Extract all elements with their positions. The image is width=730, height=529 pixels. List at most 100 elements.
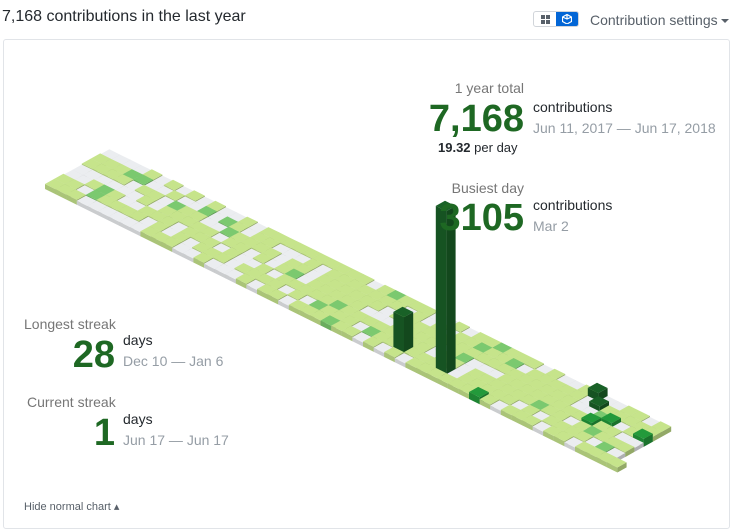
- block-face: [255, 273, 276, 284]
- block-face: [394, 358, 406, 368]
- block-face: [312, 253, 332, 264]
- grid-icon: [540, 14, 550, 24]
- block-face: [553, 430, 574, 442]
- block-face: [234, 263, 255, 274]
- block-face: [331, 325, 342, 336]
- block-face: [416, 367, 427, 378]
- block-face: [513, 353, 534, 364]
- block-face: [325, 279, 346, 290]
- block-face: [352, 337, 363, 347]
- block-face: [204, 263, 215, 273]
- block-face: [291, 242, 311, 254]
- cube-icon: [562, 14, 572, 24]
- isometric-view-button[interactable]: [556, 12, 578, 26]
- block-face: [110, 154, 131, 165]
- block-face: [281, 248, 302, 260]
- current-streak-unit: days: [123, 411, 153, 427]
- block-face: [560, 405, 580, 416]
- block-face: [317, 294, 338, 306]
- hide-normal-chart-link[interactable]: Hide normal chart ▴: [24, 501, 120, 513]
- block-face: [596, 451, 616, 463]
- block-face: [275, 273, 296, 285]
- block-face: [458, 388, 469, 399]
- block-face: [322, 258, 343, 269]
- block-face: [320, 315, 341, 326]
- block-face: [414, 352, 435, 363]
- block-face: [479, 394, 500, 405]
- block-face: [225, 274, 236, 284]
- contribution-settings-label: Contribution settings: [590, 12, 718, 28]
- block-face: [238, 216, 258, 227]
- block-face: [551, 410, 571, 421]
- block-face: [274, 263, 294, 274]
- block-face: [361, 326, 382, 337]
- block-face: [606, 462, 618, 473]
- block-face: [410, 321, 431, 332]
- block-face: [72, 164, 93, 175]
- block-face: [140, 226, 161, 237]
- block-face: [370, 320, 391, 332]
- block-face: [216, 207, 237, 218]
- block-face: [218, 216, 238, 227]
- block-face: [404, 347, 424, 358]
- block-face: [334, 274, 355, 285]
- block-face: [296, 284, 317, 295]
- block-face: [524, 358, 544, 369]
- block-face: [303, 258, 323, 269]
- block-face: [418, 305, 438, 317]
- normal-view-button[interactable]: [534, 12, 556, 26]
- block-face: [483, 347, 503, 358]
- view-toggle[interactable]: [533, 11, 579, 27]
- block-face: [257, 289, 268, 300]
- block-face: [405, 362, 416, 373]
- block-face: [93, 175, 114, 186]
- block-face: [262, 247, 282, 259]
- current-streak-value: 1: [93, 412, 115, 454]
- block-face: [553, 436, 565, 447]
- block-face: [178, 216, 199, 227]
- block-face: [527, 379, 547, 390]
- block-face: [288, 299, 309, 310]
- block-face: [140, 231, 151, 242]
- block-face: [101, 158, 122, 169]
- block-face: [260, 237, 281, 248]
- block-face: [525, 368, 546, 379]
- block-face: [55, 184, 76, 195]
- block-face: [310, 310, 330, 321]
- block-face: [221, 237, 241, 248]
- block-face: [134, 184, 155, 196]
- block-face: [198, 217, 219, 228]
- block-face: [404, 312, 414, 358]
- block-face: [572, 420, 592, 432]
- block-face: [145, 190, 166, 201]
- block-face: [540, 404, 561, 416]
- block-face: [593, 431, 614, 442]
- block-face: [340, 315, 361, 326]
- block-face: [642, 426, 662, 437]
- block-face: [151, 231, 171, 242]
- block-face: [206, 200, 226, 212]
- block-face: [363, 341, 374, 352]
- block-face: [137, 205, 158, 216]
- contribution-settings-dropdown[interactable]: Contribution settings: [590, 12, 729, 28]
- block-face: [613, 432, 633, 443]
- block-face: [193, 252, 214, 263]
- longest-streak-range: Dec 10 — Jan 6: [123, 353, 224, 369]
- block-face: [349, 310, 370, 321]
- block-face: [563, 425, 583, 437]
- longest-streak-value: 28: [72, 334, 115, 376]
- block-face: [339, 305, 359, 316]
- block-face: [386, 290, 407, 301]
- block-face: [384, 352, 395, 363]
- block-face: [454, 352, 474, 363]
- block-face: [481, 337, 502, 348]
- block-face: [594, 441, 615, 452]
- block-face: [372, 331, 392, 342]
- block-face: [630, 410, 650, 422]
- block-face: [280, 237, 301, 248]
- block-face: [119, 221, 130, 231]
- block-face: [299, 304, 320, 316]
- block-face: [63, 169, 84, 181]
- block-face: [614, 441, 635, 453]
